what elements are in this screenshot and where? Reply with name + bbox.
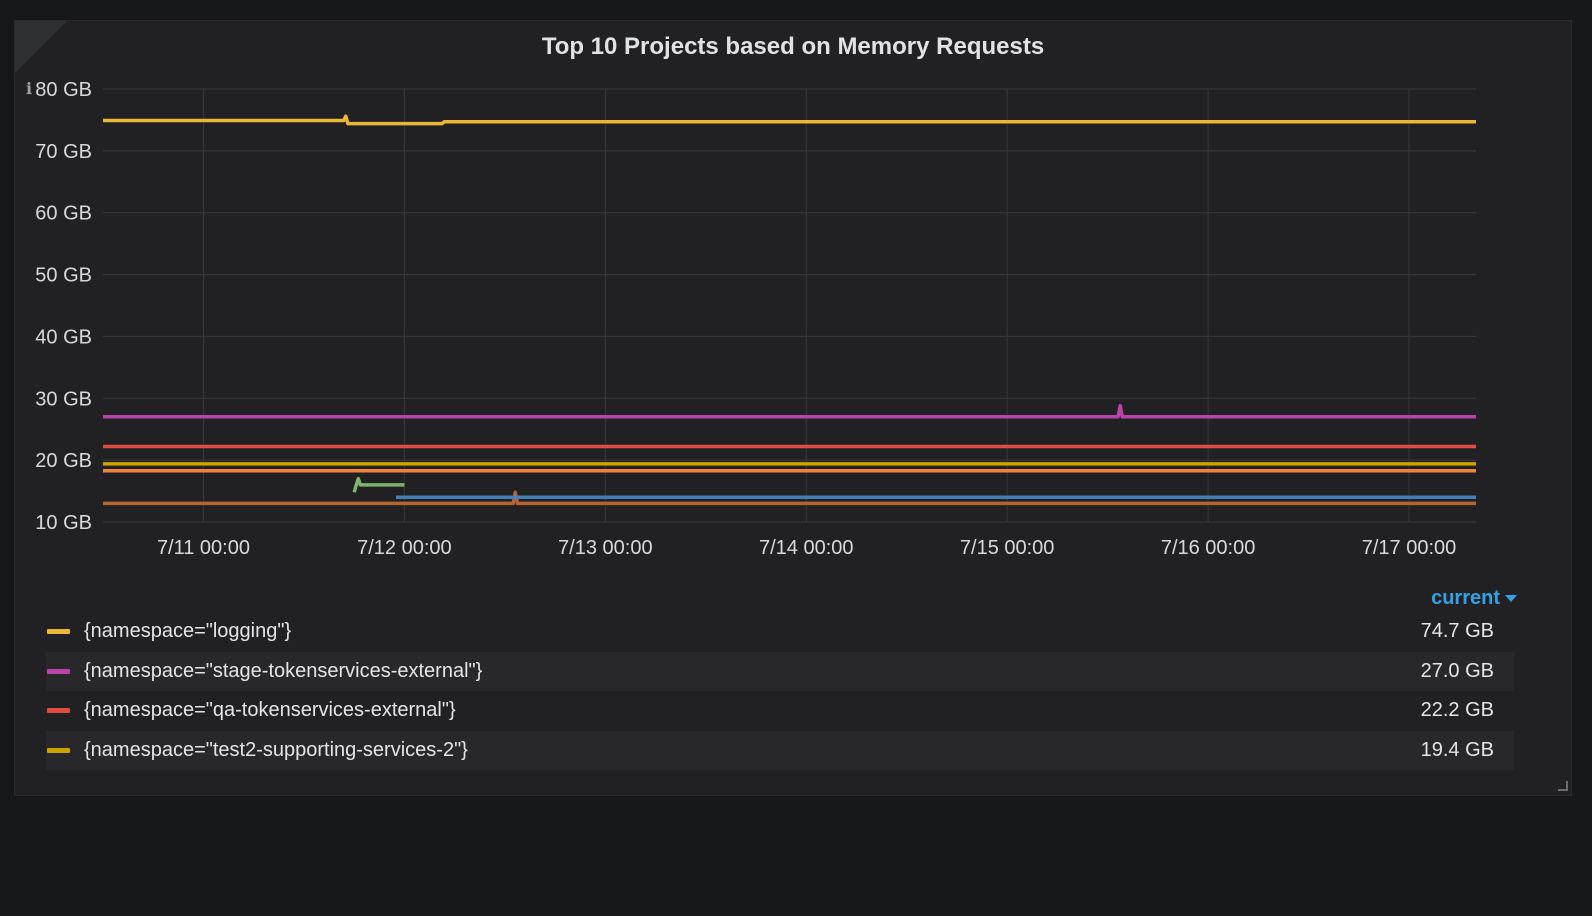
series-line[interactable] bbox=[103, 403, 1476, 419]
x-tick-label: 7/11 00:00 bbox=[157, 537, 250, 559]
chart-series bbox=[103, 114, 1476, 506]
x-tick-label: 7/15 00:00 bbox=[960, 537, 1055, 559]
y-tick-label: 20 GB bbox=[35, 450, 92, 472]
legend-item[interactable]: {namespace="stage-tokenservices-external… bbox=[46, 651, 1514, 691]
legend-color-swatch[interactable] bbox=[47, 708, 70, 714]
series-line[interactable] bbox=[352, 476, 405, 493]
legend-item-value: 27.0 GB bbox=[1420, 659, 1494, 682]
chart-legend: {namespace="logging"} 74.7 GB {namespace="… bbox=[46, 612, 1514, 770]
y-tick-label: 40 GB bbox=[35, 326, 92, 348]
graph-panel: i Top 10 Projects based on Memory Reques… bbox=[14, 20, 1572, 796]
legend-item-label[interactable]: {namespace="qa-tokenservices-external"} bbox=[84, 699, 456, 722]
legend-item-value: 19.4 GB bbox=[1420, 738, 1494, 761]
series-line[interactable] bbox=[103, 114, 1476, 126]
x-tick-label: 7/16 00:00 bbox=[1161, 537, 1256, 559]
legend-item-value: 74.7 GB bbox=[1420, 620, 1494, 643]
series-line[interactable] bbox=[103, 490, 1476, 506]
x-tick-label: 7/13 00:00 bbox=[558, 537, 653, 559]
legend-item-label[interactable]: {namespace="logging"} bbox=[84, 620, 292, 643]
legend-color-swatch[interactable] bbox=[47, 747, 70, 753]
legend-item[interactable]: {namespace="test2-supporting-services-2"… bbox=[46, 730, 1514, 770]
legend-item[interactable]: {namespace="qa-tokenservices-external"} 2… bbox=[46, 691, 1514, 731]
y-tick-label: 10 GB bbox=[35, 512, 92, 534]
panel-info-corner[interactable]: i bbox=[15, 21, 67, 98]
chart-grid bbox=[103, 88, 1476, 523]
y-tick-label: 50 GB bbox=[35, 265, 92, 287]
y-tick-label: 60 GB bbox=[35, 203, 92, 225]
legend-sort-current[interactable]: current bbox=[1431, 587, 1517, 610]
legend-sort-label: current bbox=[1431, 587, 1500, 609]
legend-color-swatch[interactable] bbox=[47, 668, 70, 674]
x-tick-label: 7/14 00:00 bbox=[759, 537, 854, 559]
legend-item-label[interactable]: {namespace="test2-supporting-services-2"… bbox=[84, 738, 468, 761]
y-tick-label: 30 GB bbox=[35, 388, 92, 410]
x-tick-label: 7/12 00:00 bbox=[357, 537, 452, 559]
panel-title[interactable]: Top 10 Projects based on Memory Requests bbox=[541, 33, 1045, 60]
legend-item[interactable]: {namespace="logging"} 74.7 GB bbox=[46, 612, 1514, 652]
legend-color-swatch[interactable] bbox=[47, 629, 70, 635]
caret-down-icon bbox=[1505, 595, 1517, 603]
memory-requests-chart[interactable]: 10 GB 20 GB 30 GB 40 GB 50 GB 60 GB 70 GB 80 GB… bbox=[15, 21, 1571, 581]
info-icon[interactable]: i bbox=[26, 79, 33, 98]
legend-item-label[interactable]: {namespace="stage-tokenservices-external… bbox=[84, 659, 483, 682]
y-tick-label: 70 GB bbox=[35, 141, 92, 163]
panel-resize-icon[interactable] bbox=[1558, 781, 1568, 791]
x-tick-label: 7/17 00:00 bbox=[1362, 537, 1457, 559]
y-tick-label: 80 GB bbox=[35, 79, 92, 101]
legend-item-value: 22.2 GB bbox=[1420, 699, 1494, 722]
